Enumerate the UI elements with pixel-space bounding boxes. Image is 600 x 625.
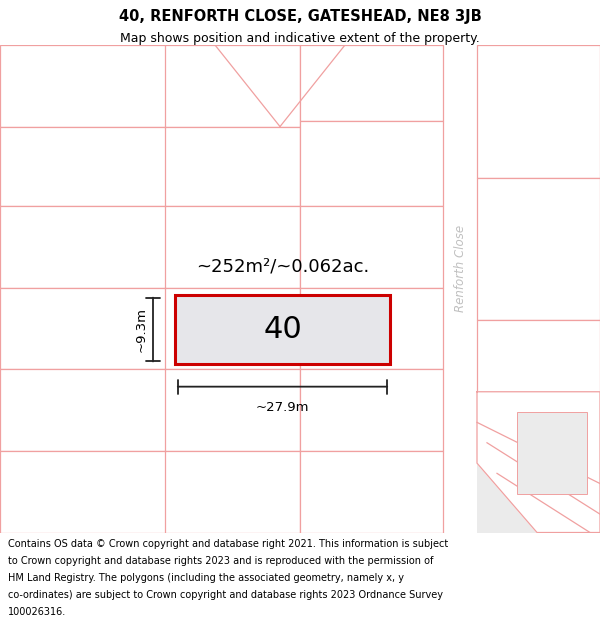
Bar bbox=[477, 177, 600, 321]
Bar bbox=[477, 45, 600, 532]
Bar bbox=[0, 206, 300, 288]
Text: Map shows position and indicative extent of the property.: Map shows position and indicative extent… bbox=[120, 32, 480, 46]
Text: 40, RENFORTH CLOSE, GATESHEAD, NE8 3JB: 40, RENFORTH CLOSE, GATESHEAD, NE8 3JB bbox=[119, 9, 481, 24]
Bar bbox=[443, 45, 477, 532]
Text: ~27.9m: ~27.9m bbox=[256, 401, 309, 414]
Text: 40: 40 bbox=[263, 315, 302, 344]
Bar bbox=[300, 121, 443, 206]
Bar bbox=[175, 295, 390, 364]
Bar bbox=[0, 127, 300, 206]
Text: ~9.3m: ~9.3m bbox=[134, 307, 148, 352]
Bar bbox=[0, 45, 300, 127]
Bar bbox=[300, 288, 443, 369]
Text: Contains OS data © Crown copyright and database right 2021. This information is : Contains OS data © Crown copyright and d… bbox=[8, 539, 448, 549]
Bar bbox=[300, 369, 443, 451]
Bar bbox=[0, 369, 300, 451]
Bar bbox=[300, 206, 443, 288]
Bar bbox=[477, 45, 600, 177]
Text: ~252m²/~0.062ac.: ~252m²/~0.062ac. bbox=[196, 258, 369, 276]
Text: to Crown copyright and database rights 2023 and is reproduced with the permissio: to Crown copyright and database rights 2… bbox=[8, 556, 433, 566]
Bar bbox=[0, 288, 300, 369]
Text: 100026316.: 100026316. bbox=[8, 608, 66, 618]
Bar bbox=[300, 451, 443, 532]
Bar bbox=[300, 45, 443, 121]
Bar bbox=[517, 412, 587, 494]
Text: Renforth Close: Renforth Close bbox=[454, 225, 467, 312]
Text: co-ordinates) are subject to Crown copyright and database rights 2023 Ordnance S: co-ordinates) are subject to Crown copyr… bbox=[8, 590, 443, 600]
Bar bbox=[477, 321, 600, 453]
Bar bbox=[0, 451, 300, 532]
Text: HM Land Registry. The polygons (including the associated geometry, namely x, y: HM Land Registry. The polygons (includin… bbox=[8, 573, 404, 583]
Polygon shape bbox=[477, 392, 600, 532]
